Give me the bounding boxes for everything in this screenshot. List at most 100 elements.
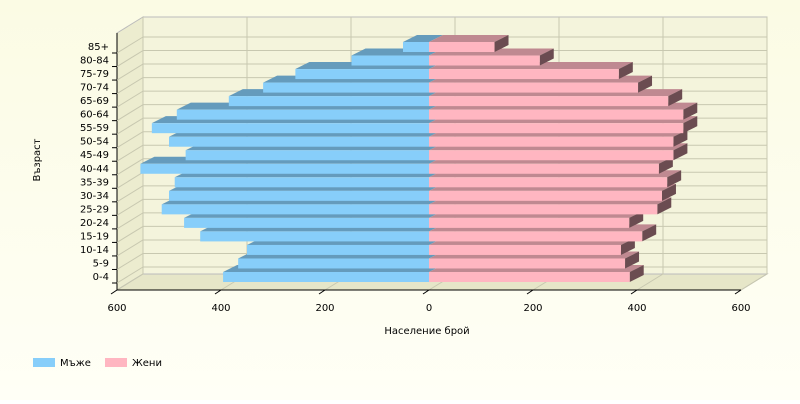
x-tick xyxy=(214,289,222,295)
bar-side xyxy=(629,210,644,228)
bar xyxy=(200,231,429,242)
y-tick-label: 80-84 xyxy=(80,56,109,67)
bar xyxy=(429,217,630,228)
x-tick-label: 0 xyxy=(426,303,432,314)
bar xyxy=(429,177,668,188)
y-tick-label: 65-69 xyxy=(80,96,109,107)
bar-side xyxy=(667,170,682,188)
y-tick-label: 30-34 xyxy=(80,191,109,202)
x-tick-label: 400 xyxy=(627,303,646,314)
bar-side xyxy=(620,237,635,255)
x-tick-label: 200 xyxy=(315,303,334,314)
bar xyxy=(263,82,429,93)
y-tick-label: 60-64 xyxy=(80,110,109,121)
grid-line xyxy=(116,158,144,176)
bar xyxy=(238,258,429,269)
legend-label: Мъже xyxy=(60,358,91,369)
bar xyxy=(185,150,429,161)
grid-line xyxy=(116,239,144,257)
bar-side xyxy=(618,62,633,80)
bar xyxy=(140,163,429,174)
grid-line xyxy=(116,171,144,189)
bar xyxy=(429,42,495,52)
bar xyxy=(429,163,659,174)
bar xyxy=(184,217,429,228)
y-tick-label: 55-59 xyxy=(80,123,109,134)
bar xyxy=(247,244,429,255)
x-tick-label: 200 xyxy=(523,303,542,314)
bar xyxy=(429,231,643,242)
grid-line xyxy=(116,273,144,291)
x-tick-label: 600 xyxy=(107,303,126,314)
bar xyxy=(429,96,669,107)
grid-line xyxy=(116,144,144,162)
bar xyxy=(429,272,630,282)
y-tick-label: 40-44 xyxy=(80,164,109,175)
bar-side xyxy=(661,183,676,201)
grid-line xyxy=(116,198,144,216)
grid-line xyxy=(116,212,144,230)
bar xyxy=(429,150,674,161)
bar xyxy=(176,109,429,120)
bar-side xyxy=(539,48,554,66)
bar-side xyxy=(683,116,698,134)
y-tick-label: 70-74 xyxy=(80,83,109,94)
grid-line xyxy=(116,253,144,270)
grid-line xyxy=(116,185,144,203)
x-tick xyxy=(526,289,534,295)
bar xyxy=(169,190,429,201)
legend-swatch xyxy=(33,358,55,367)
x-tick-label: 600 xyxy=(731,303,750,314)
x-axis-title: Население брой xyxy=(384,326,469,337)
grid-line xyxy=(116,117,144,135)
bar-side xyxy=(673,143,688,161)
grid-line xyxy=(116,104,144,122)
legend-swatch xyxy=(105,358,127,367)
grid-line xyxy=(116,90,144,108)
y-tick-label: 50-54 xyxy=(80,137,109,148)
bar-side xyxy=(638,75,653,93)
grid-line xyxy=(740,273,768,291)
grid-line xyxy=(116,50,144,67)
x-tick xyxy=(630,289,638,295)
y-tick-label: 35-39 xyxy=(80,177,109,188)
bar xyxy=(228,96,429,107)
y-tick-label: 20-24 xyxy=(80,218,109,229)
grid-line xyxy=(116,225,144,243)
bar-side xyxy=(657,197,672,215)
legend-label: Жени xyxy=(132,358,162,369)
bar xyxy=(429,123,684,134)
y-tick-label: 10-14 xyxy=(80,245,109,256)
bar xyxy=(429,190,662,201)
y-tick-label: 85+ xyxy=(88,42,109,53)
y-tick-label: 0-4 xyxy=(93,272,109,283)
bar-side xyxy=(642,224,657,242)
x-tick xyxy=(734,289,742,295)
bar xyxy=(429,82,639,93)
bar xyxy=(429,55,540,66)
grid-line xyxy=(116,36,144,54)
bar xyxy=(429,204,658,215)
bar xyxy=(351,55,429,66)
bar xyxy=(169,136,429,147)
bar-top xyxy=(429,35,509,42)
x-tick-label: 400 xyxy=(211,303,230,314)
bar-side xyxy=(668,89,683,107)
y-tick-label: 45-49 xyxy=(80,150,109,161)
x-tick xyxy=(422,289,430,295)
bar xyxy=(174,177,429,188)
bar xyxy=(429,244,621,255)
bar xyxy=(223,272,429,282)
bar-side xyxy=(658,156,673,174)
grid-line xyxy=(116,63,144,81)
y-tick-label: 15-19 xyxy=(80,231,109,242)
y-tick-label: 25-29 xyxy=(80,204,109,215)
bar-side xyxy=(673,129,688,147)
bar-side xyxy=(683,102,698,120)
bar xyxy=(429,136,674,147)
x-tick xyxy=(110,289,118,295)
bar xyxy=(429,258,626,269)
bar xyxy=(295,69,429,80)
y-tick-label: 5-9 xyxy=(93,258,109,269)
